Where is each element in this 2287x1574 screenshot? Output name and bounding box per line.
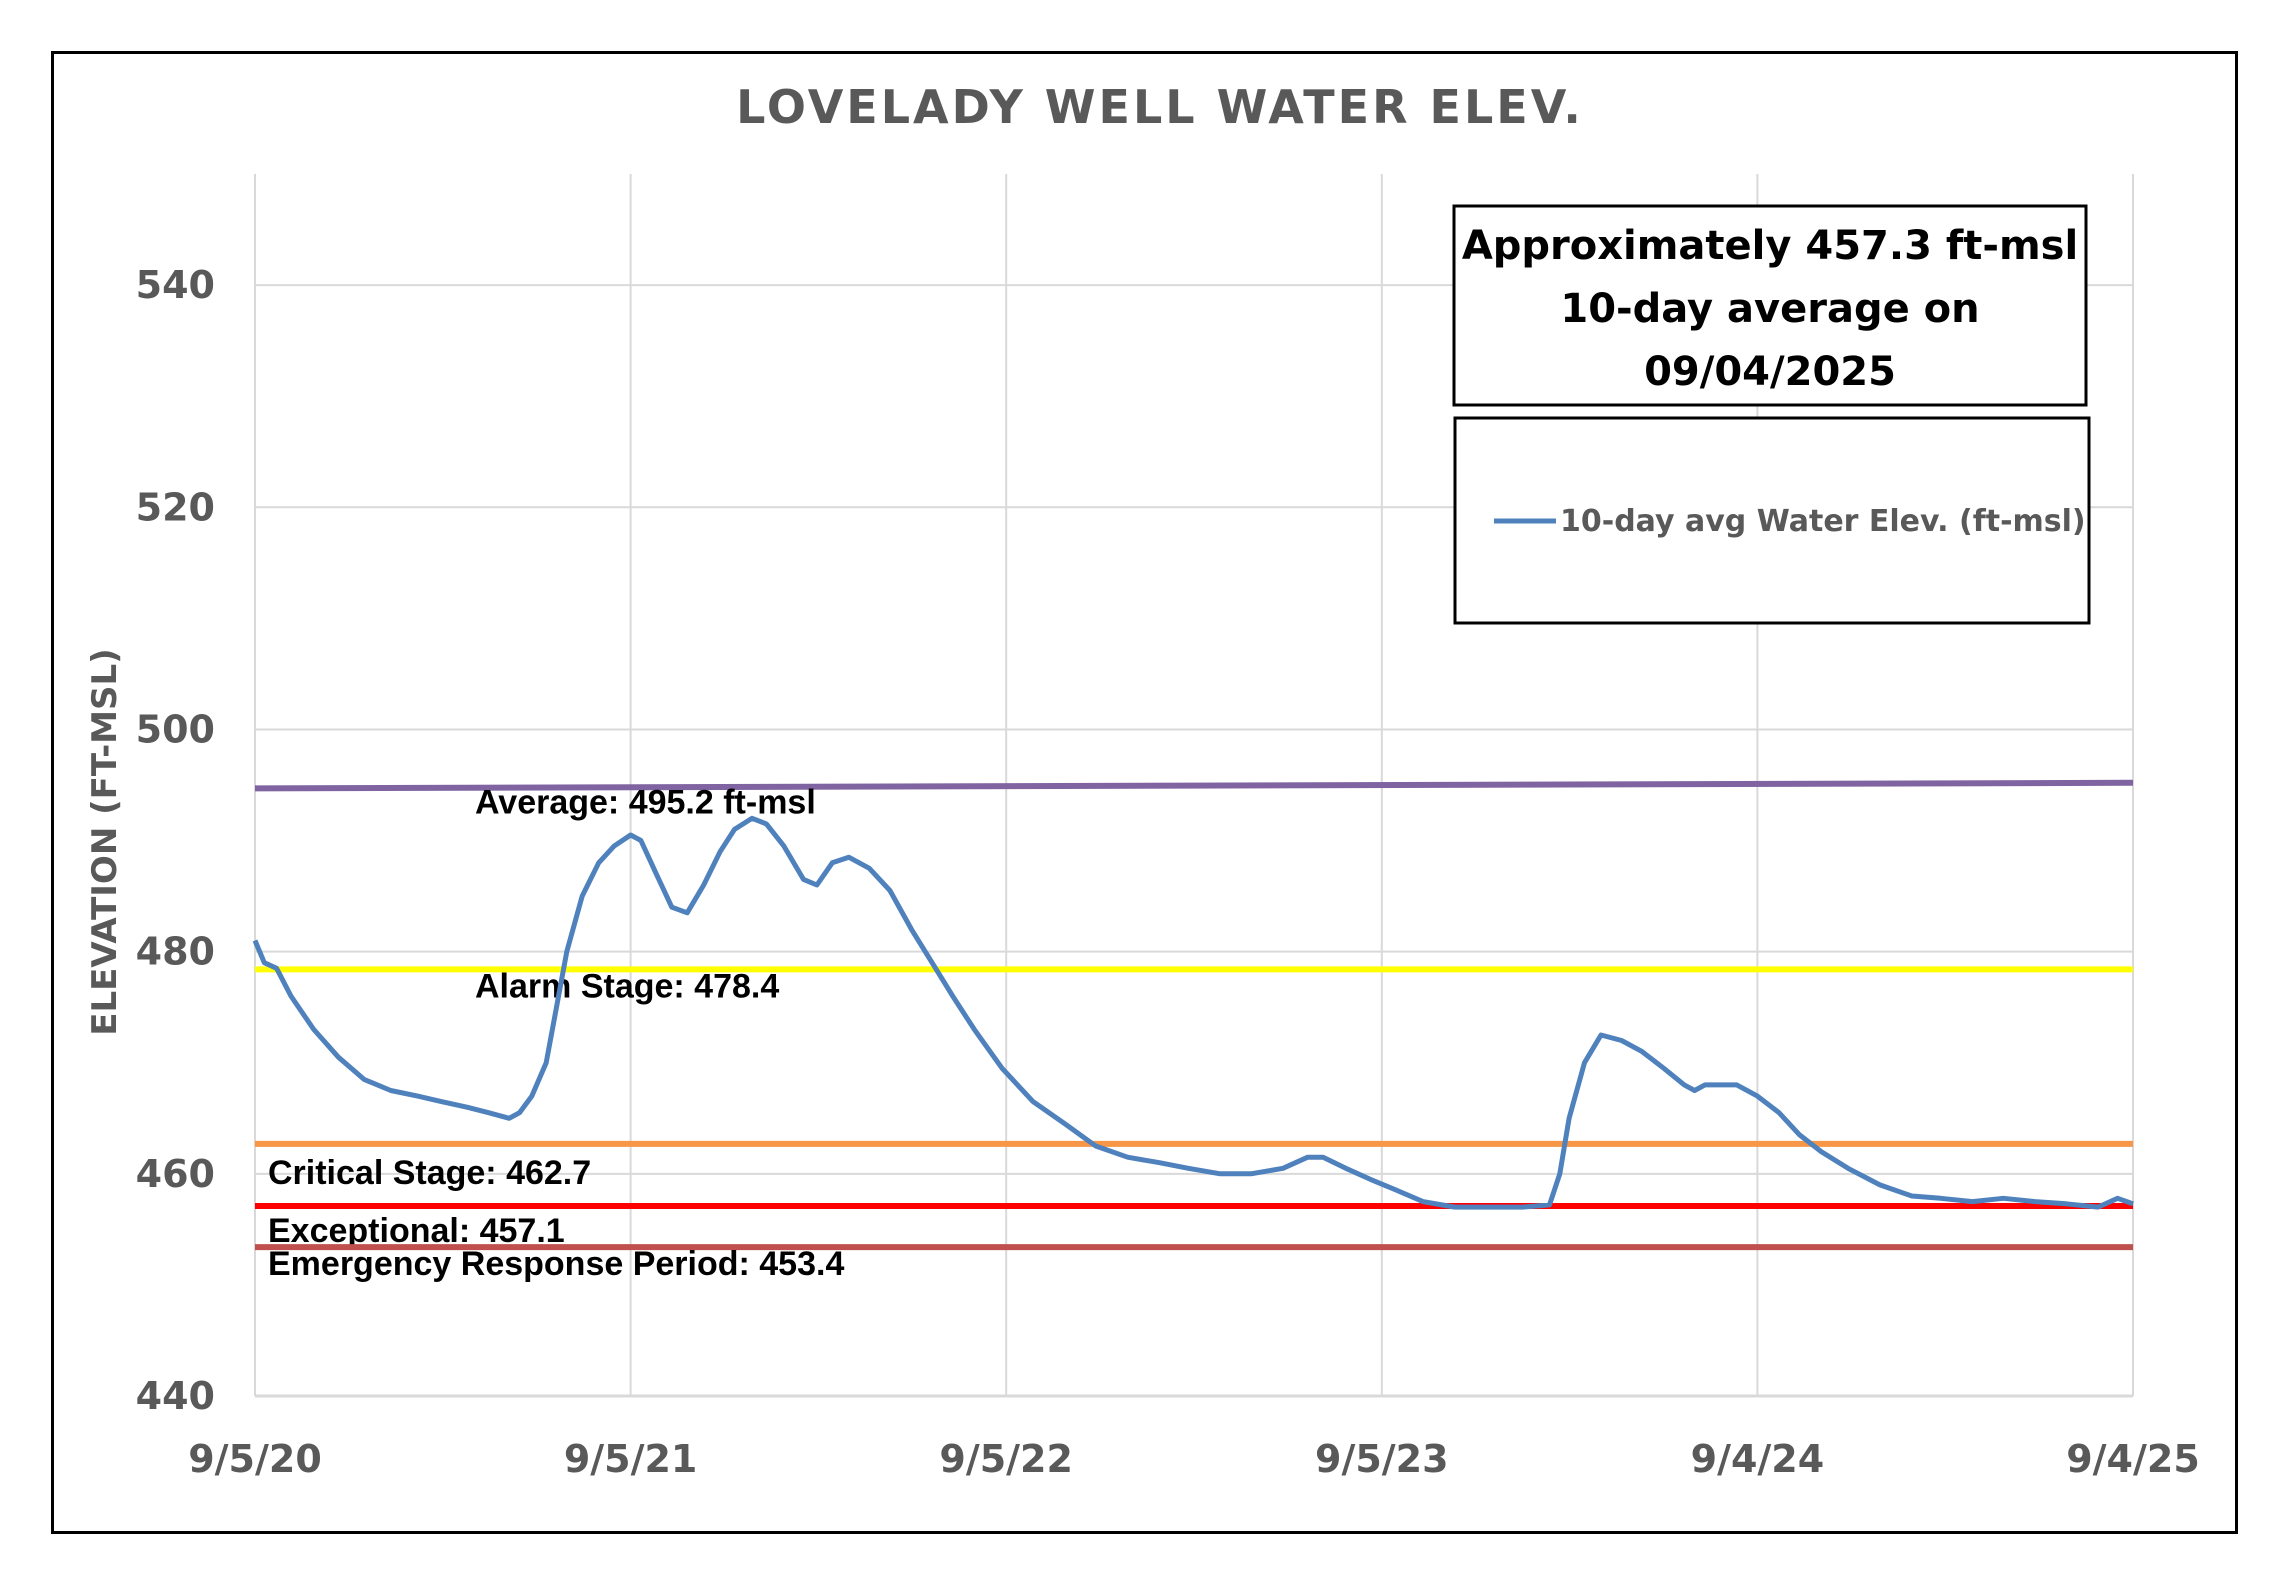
series-layer	[252, 815, 2134, 1210]
chart-title: LOVELADY WELL WATER ELEV.	[736, 80, 1584, 134]
x-tick-label: 9/5/21	[564, 1437, 698, 1481]
y-tick-label: 460	[136, 1152, 215, 1196]
legend: 10-day avg Water Elev. (ft-msl)	[1453, 416, 2091, 625]
annotation-line-1: Approximately 457.3 ft-msl	[1462, 223, 2078, 269]
legend-border	[1453, 416, 2091, 625]
x-tick-label: 9/5/20	[188, 1437, 322, 1481]
y-axis-label: ELEVATION (FT-MSL)	[85, 648, 125, 1035]
axes: 440 460 480 500 520 540 9/5/20 9/5/21 9/5/22 9/5/…	[136, 263, 2200, 1481]
reference-line-label: Exceptional: 457.1	[268, 1212, 565, 1250]
annotation-line-3: 09/04/2025	[1644, 349, 1896, 395]
x-tick-label: 9/4/25	[2066, 1437, 2200, 1481]
y-tick-label: 480	[136, 930, 215, 974]
reference-line-label: Average: 495.2 ft-msl	[475, 783, 816, 821]
reference-line-label: Alarm Stage: 478.4	[475, 967, 779, 1005]
annotation-line-2: 10-day average on	[1560, 286, 1979, 332]
legend-label: 10-day avg Water Elev. (ft-msl)	[1560, 504, 2086, 539]
reference-line	[254, 779, 2134, 792]
y-tick-label: 520	[136, 485, 215, 529]
annotation-box: Approximately 457.3 ft-msl 10-day averag…	[1452, 204, 2088, 407]
x-tick-label: 9/4/24	[1691, 1437, 1825, 1481]
y-tick-label: 440	[136, 1374, 215, 1418]
series-line	[252, 815, 2134, 1210]
y-tick-label: 540	[136, 263, 215, 307]
x-tick-label: 9/5/23	[1315, 1437, 1449, 1481]
y-tick-label: 500	[136, 707, 215, 751]
reference-line-label: Critical Stage: 462.7	[268, 1154, 591, 1192]
reference-lines: Average: 495.2 ft-msl Alarm Stage: 478.4 C…	[254, 779, 2134, 1283]
x-tick-label: 9/5/22	[939, 1437, 1073, 1481]
reference-line-label: Emergency Response Period: 453.4	[268, 1245, 844, 1283]
chart-frame	[51, 51, 2238, 1534]
annotation-border	[1452, 204, 2088, 407]
